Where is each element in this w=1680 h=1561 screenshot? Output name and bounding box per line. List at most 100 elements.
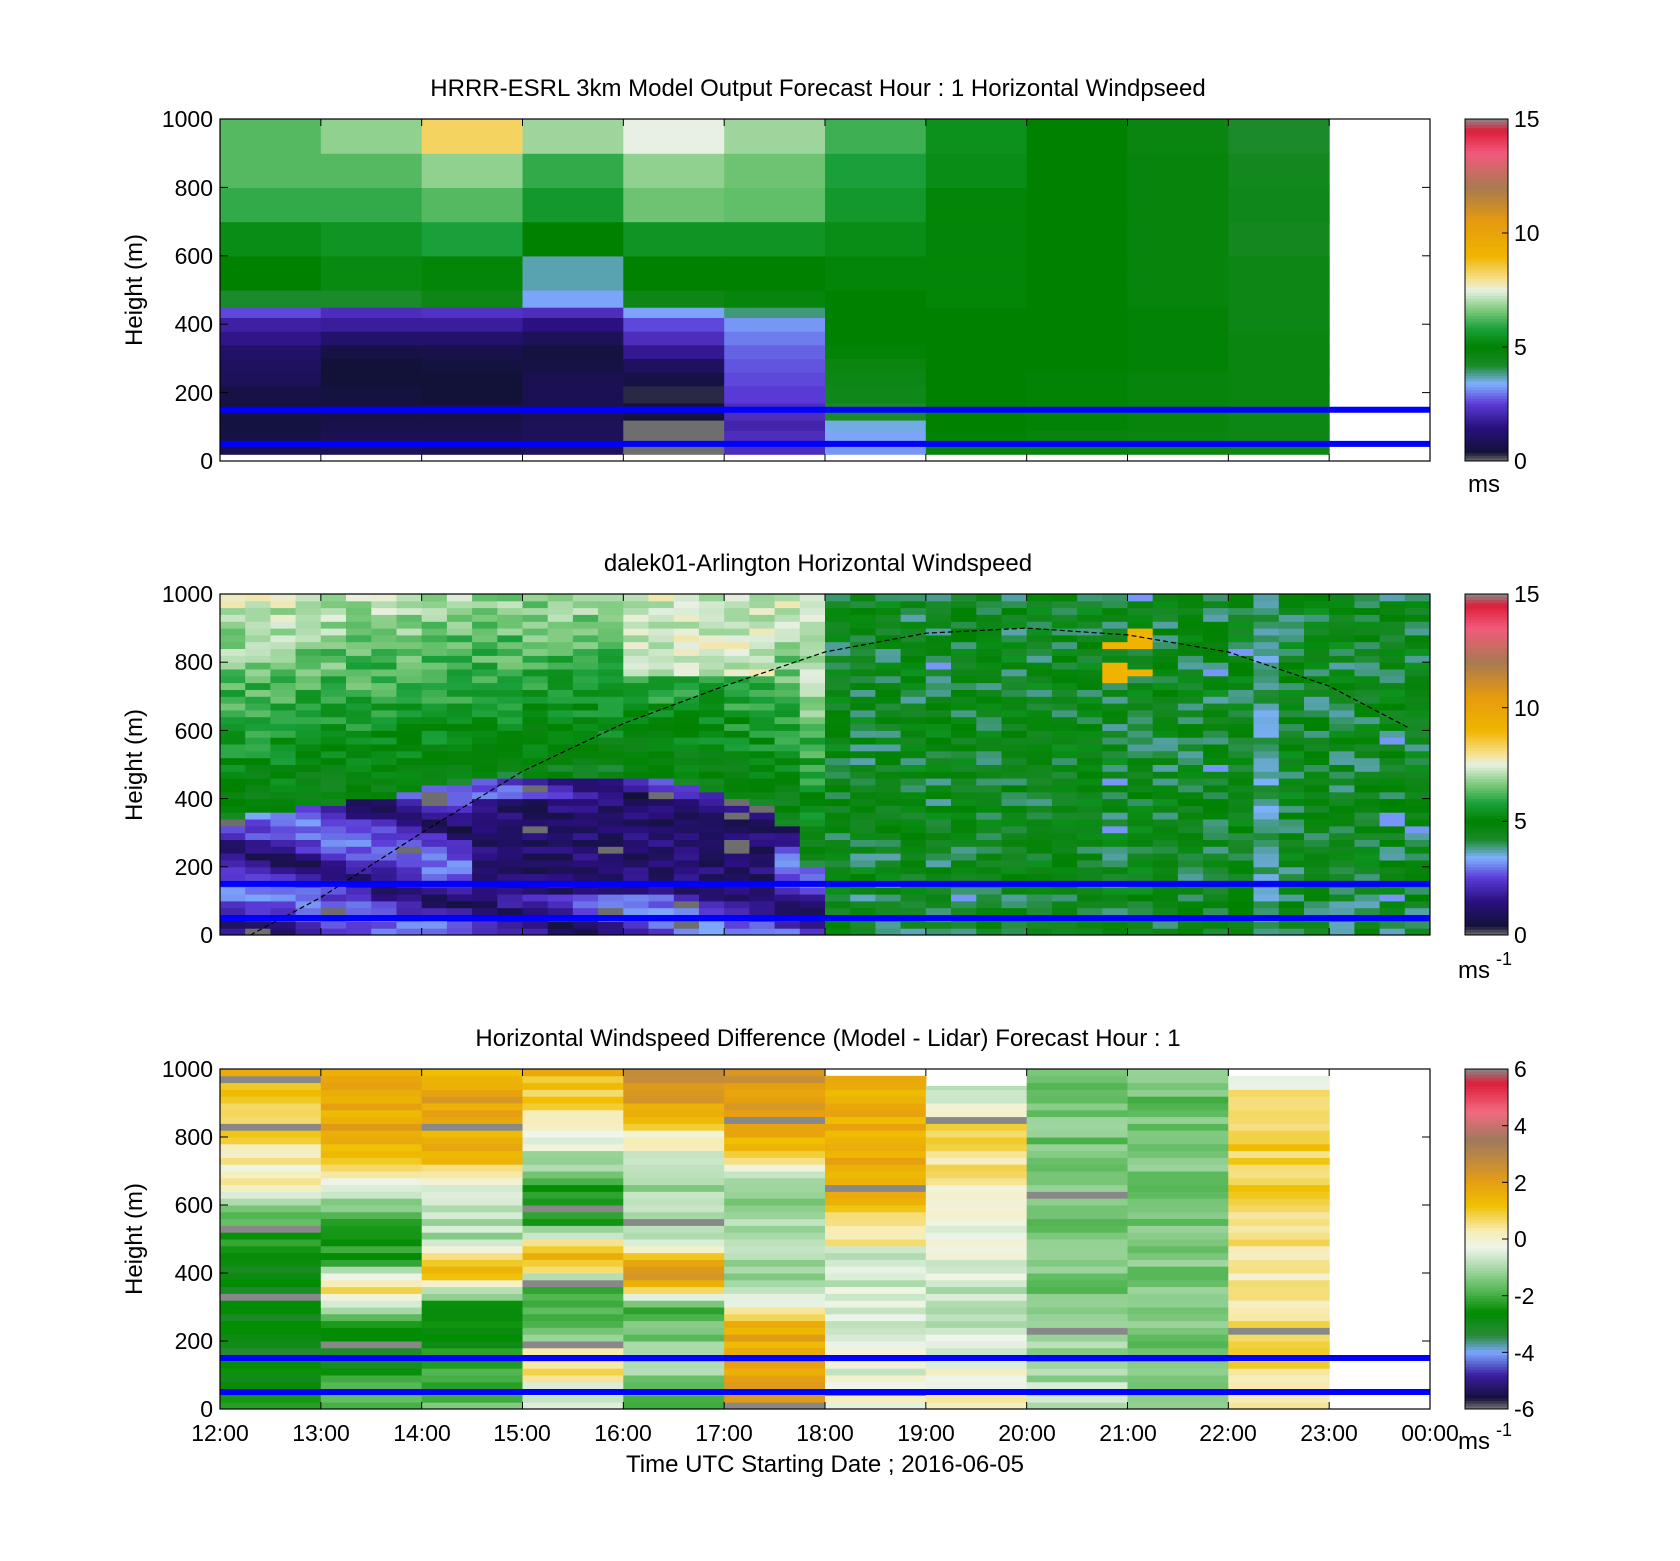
diff-cbar-tick-0: 0 bbox=[1514, 1226, 1527, 1252]
diff-cell bbox=[623, 1327, 725, 1335]
colorbar-swatch bbox=[1465, 198, 1508, 203]
lidar-cell bbox=[598, 709, 624, 718]
colorbar-swatch bbox=[1465, 795, 1508, 799]
lidar-cell bbox=[320, 819, 347, 827]
lidar-cell bbox=[396, 764, 423, 772]
lidar-cell bbox=[1026, 662, 1053, 670]
diff-cell bbox=[1026, 1293, 1129, 1301]
lidar-cell bbox=[850, 894, 876, 902]
lidar-cell bbox=[875, 675, 902, 684]
lidar-cell bbox=[724, 744, 750, 752]
diff-cell bbox=[522, 1143, 624, 1152]
model-cbar-unit: ms bbox=[1468, 471, 1500, 498]
lidar-cell bbox=[1379, 641, 1406, 649]
diff-cell bbox=[1127, 1232, 1229, 1240]
lidar-cell bbox=[598, 873, 624, 881]
lidar-cell bbox=[346, 778, 372, 786]
lidar-cell bbox=[749, 689, 776, 697]
lidar-cell bbox=[1228, 928, 1254, 936]
diff-cell bbox=[724, 1205, 826, 1213]
colorbar-swatch bbox=[1465, 193, 1508, 197]
lidar-cell bbox=[1177, 771, 1204, 779]
lidar-cell bbox=[572, 750, 599, 759]
lidar-cell bbox=[371, 866, 397, 875]
lidar-cell bbox=[825, 628, 851, 636]
lidar-cell bbox=[522, 757, 549, 765]
diff-cell bbox=[925, 1347, 1028, 1356]
lidar-cell bbox=[1228, 750, 1254, 759]
model-cell bbox=[1127, 221, 1229, 257]
colorbar-swatch bbox=[1465, 386, 1508, 391]
diff-cell bbox=[522, 1116, 624, 1124]
lidar-cell bbox=[648, 594, 675, 602]
colorbar-swatch bbox=[1465, 787, 1508, 791]
diff-cell bbox=[522, 1198, 624, 1206]
lidar-cell bbox=[320, 655, 347, 663]
lidar-cell bbox=[900, 716, 927, 725]
diff-cell bbox=[1228, 1286, 1330, 1294]
lidar-cell bbox=[699, 750, 725, 759]
model-cell bbox=[825, 358, 927, 373]
colorbar-swatch bbox=[1465, 801, 1508, 805]
colorbar-swatch bbox=[1465, 121, 1508, 126]
lidar-cell bbox=[472, 825, 498, 834]
lidar-cell bbox=[1253, 819, 1280, 827]
lidar-cell bbox=[1152, 614, 1179, 622]
model-cell bbox=[421, 290, 524, 308]
lidar-cell bbox=[1177, 723, 1204, 731]
lidar-cell bbox=[1001, 873, 1028, 881]
lidar-cell bbox=[1026, 928, 1053, 936]
diff-cell bbox=[1228, 1395, 1330, 1403]
colorbar-swatch bbox=[1465, 699, 1508, 703]
lidar-cell bbox=[1001, 819, 1028, 827]
colorbar-swatch bbox=[1465, 917, 1508, 922]
lidar-cell bbox=[1278, 832, 1305, 840]
model-cell bbox=[925, 221, 1028, 257]
lidar-cell bbox=[900, 634, 927, 643]
lidar-cell bbox=[1026, 621, 1053, 629]
lidar-cell bbox=[1253, 669, 1280, 677]
lidar-cell bbox=[1203, 853, 1229, 861]
lidar-cell bbox=[497, 798, 523, 806]
lidar-cell bbox=[1228, 791, 1254, 800]
lidar-cell bbox=[673, 812, 700, 820]
lidar-cell bbox=[1177, 614, 1204, 622]
diff-cbar-tick-m6: -6 bbox=[1514, 1396, 1534, 1422]
model-cell bbox=[421, 430, 524, 442]
lidar-cell bbox=[1026, 791, 1053, 800]
lidar-cell bbox=[572, 730, 599, 738]
lidar-cell bbox=[497, 887, 523, 895]
lidar-cell bbox=[850, 614, 876, 622]
lidar-cell bbox=[371, 860, 397, 868]
diff-cell bbox=[220, 1096, 322, 1104]
lidar-cell bbox=[245, 689, 271, 697]
lidar-cell bbox=[1177, 709, 1204, 718]
lidar-cell bbox=[1026, 778, 1053, 786]
lidar-cell bbox=[673, 628, 700, 636]
lidar-cell bbox=[900, 703, 927, 711]
model-cell bbox=[421, 153, 524, 188]
diff-cell bbox=[421, 1096, 524, 1104]
lidar-cell bbox=[421, 696, 448, 704]
lidar-cell bbox=[245, 839, 271, 847]
diff-cell bbox=[220, 1218, 322, 1226]
lidar-cell bbox=[472, 723, 498, 731]
diff-cell bbox=[623, 1123, 725, 1131]
model-cell bbox=[1026, 331, 1129, 346]
diff-xtick-2300: 23:00 bbox=[1300, 1420, 1358, 1446]
lidar-cell bbox=[1102, 771, 1128, 779]
lidar-cell bbox=[295, 655, 322, 663]
lidar-cell bbox=[1329, 860, 1355, 868]
lidar-cell bbox=[900, 778, 927, 786]
diff-cell bbox=[623, 1368, 725, 1376]
lidar-cell bbox=[1203, 900, 1229, 909]
lidar-cell bbox=[1077, 675, 1103, 684]
lidar-cell bbox=[1203, 839, 1229, 847]
lidar-cell bbox=[1379, 928, 1406, 936]
lidar-cell bbox=[900, 812, 927, 820]
colorbar-swatch bbox=[1465, 696, 1508, 700]
lidar-cell bbox=[522, 634, 549, 643]
colorbar-swatch bbox=[1465, 1261, 1508, 1265]
lidar-cell bbox=[648, 866, 675, 875]
lidar-cell bbox=[1278, 921, 1305, 929]
